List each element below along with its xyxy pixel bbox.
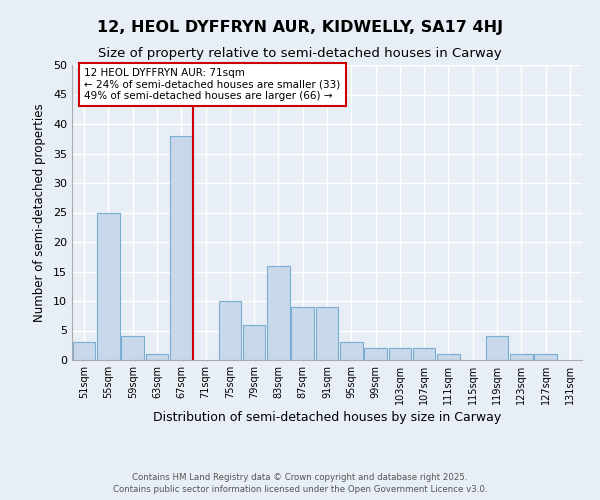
Bar bbox=[364, 348, 387, 360]
Text: Contains HM Land Registry data © Crown copyright and database right 2025.: Contains HM Land Registry data © Crown c… bbox=[132, 472, 468, 482]
Text: Size of property relative to semi-detached houses in Carway: Size of property relative to semi-detach… bbox=[98, 48, 502, 60]
X-axis label: Distribution of semi-detached houses by size in Carway: Distribution of semi-detached houses by … bbox=[153, 411, 501, 424]
Bar bbox=[267, 266, 290, 360]
Bar bbox=[340, 342, 362, 360]
Bar bbox=[486, 336, 508, 360]
Bar bbox=[510, 354, 533, 360]
Text: 12, HEOL DYFFRYN AUR, KIDWELLY, SA17 4HJ: 12, HEOL DYFFRYN AUR, KIDWELLY, SA17 4HJ bbox=[97, 20, 503, 35]
Text: 12 HEOL DYFFRYN AUR: 71sqm
← 24% of semi-detached houses are smaller (33)
49% of: 12 HEOL DYFFRYN AUR: 71sqm ← 24% of semi… bbox=[84, 68, 340, 101]
Bar bbox=[292, 307, 314, 360]
Bar bbox=[243, 324, 265, 360]
Bar bbox=[535, 354, 557, 360]
Bar bbox=[437, 354, 460, 360]
Text: Contains public sector information licensed under the Open Government Licence v3: Contains public sector information licen… bbox=[113, 485, 487, 494]
Y-axis label: Number of semi-detached properties: Number of semi-detached properties bbox=[33, 103, 46, 322]
Bar bbox=[121, 336, 144, 360]
Bar bbox=[97, 212, 119, 360]
Bar bbox=[170, 136, 193, 360]
Bar bbox=[73, 342, 95, 360]
Bar bbox=[316, 307, 338, 360]
Bar bbox=[413, 348, 436, 360]
Bar bbox=[218, 301, 241, 360]
Bar bbox=[146, 354, 168, 360]
Bar bbox=[389, 348, 411, 360]
